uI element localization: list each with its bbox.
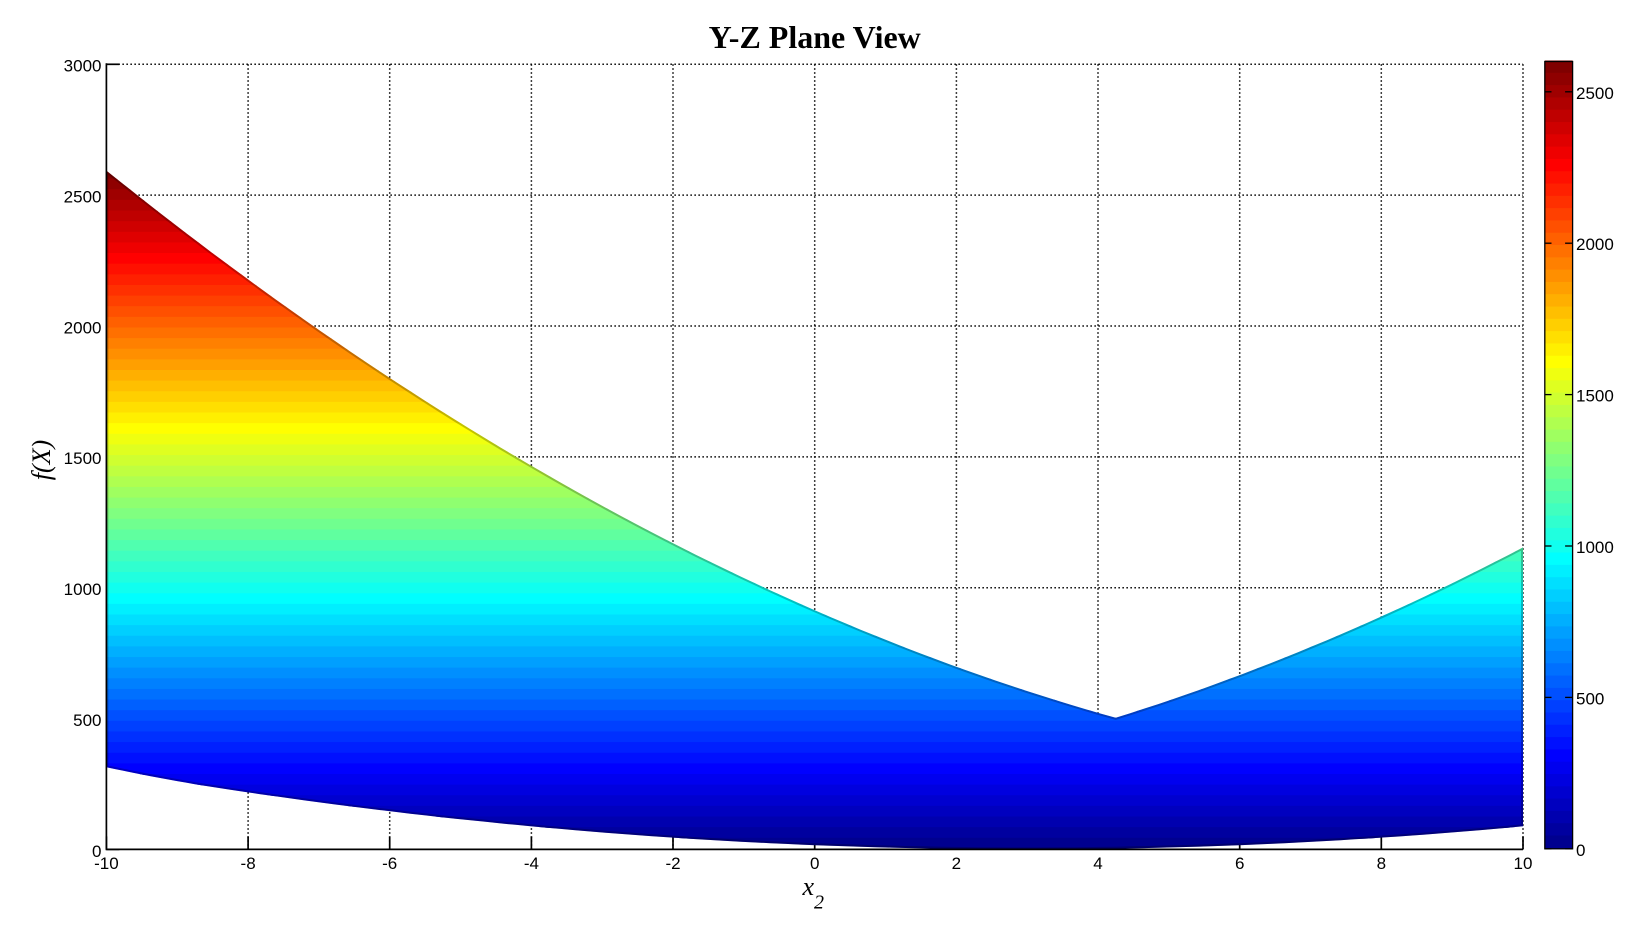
- svg-text:2000: 2000: [64, 318, 102, 337]
- svg-text:1000: 1000: [64, 580, 102, 599]
- svg-text:-4: -4: [524, 854, 539, 873]
- svg-text:2000: 2000: [1576, 235, 1614, 254]
- svg-text:f(X): f(X): [27, 440, 56, 480]
- svg-text:-10: -10: [94, 854, 119, 873]
- svg-text:0: 0: [1576, 841, 1585, 860]
- svg-text:-2: -2: [665, 854, 680, 873]
- svg-text:Y-Z Plane View: Y-Z Plane View: [709, 19, 921, 55]
- svg-text:0: 0: [810, 854, 819, 873]
- svg-text:1500: 1500: [64, 449, 102, 468]
- svg-text:6: 6: [1235, 854, 1244, 873]
- svg-text:1000: 1000: [1576, 538, 1614, 557]
- svg-text:2500: 2500: [1576, 84, 1614, 103]
- svg-text:3000: 3000: [64, 57, 102, 76]
- svg-text:0: 0: [92, 842, 101, 861]
- svg-text:1500: 1500: [1576, 387, 1614, 406]
- svg-text:-8: -8: [241, 854, 256, 873]
- svg-text:500: 500: [1576, 689, 1604, 708]
- svg-text:2500: 2500: [64, 188, 102, 207]
- svg-text:4: 4: [1093, 854, 1102, 873]
- svg-text:-6: -6: [382, 854, 397, 873]
- svg-text:10: 10: [1514, 854, 1533, 873]
- svg-text:8: 8: [1377, 854, 1386, 873]
- svg-text:500: 500: [73, 711, 101, 730]
- svg-text:2: 2: [952, 854, 961, 873]
